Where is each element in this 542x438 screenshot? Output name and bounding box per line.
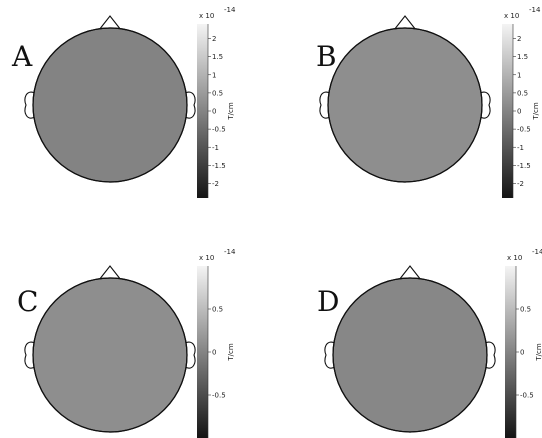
colorbar-tick-label: -1 (517, 144, 524, 152)
panel-label-b: B (316, 40, 337, 73)
head-map-d (332, 277, 488, 433)
panel-c: C 0.5 0 -0.5 x 10 -14 T/cm (17, 248, 236, 438)
ear-left-b (319, 91, 331, 119)
colorbar-tick-label: 0.5 (520, 306, 531, 314)
colorbar-exponent-b: x 10 (504, 12, 519, 20)
ear-left-c (24, 341, 36, 369)
colorbar-tick-label: 1.5 (212, 53, 223, 61)
colorbar-exponent-power-d: -14 (532, 248, 542, 256)
colorbar-tick-label: -0.5 (212, 392, 226, 400)
colorbar-a (197, 24, 208, 198)
head-outline-c (32, 277, 188, 433)
colorbar-tick-label: -1 (212, 144, 219, 152)
colorbar-tick-label: 1.5 (517, 53, 528, 61)
colorbar-tick-label: 1 (212, 71, 216, 79)
head-map-c (32, 277, 188, 433)
panel-label-c: C (17, 285, 38, 318)
colorbar-c (197, 266, 208, 438)
head-outline-b (327, 27, 483, 183)
ear-left-a (24, 91, 36, 119)
ear-left-d (324, 341, 336, 369)
nose-a (98, 15, 122, 31)
panel-d: D 0.5 0 -0.5 x 10 -14 T/cm (317, 248, 542, 438)
colorbar-tick-label: -2 (212, 180, 219, 188)
head-outline-a (32, 27, 188, 183)
colorbar-tick-label: 0.5 (517, 89, 528, 97)
colorbar-tick-label: -0.5 (520, 392, 534, 400)
colorbar-exponent-a: x 10 (199, 12, 214, 20)
ear-right-b (479, 91, 491, 119)
colorbar-tick-label: -0.5 (517, 126, 531, 134)
colorbar-tick-label: 2 (212, 35, 216, 43)
colorbar-unit-c: T/cm (227, 343, 235, 361)
panel-label-d: D (317, 285, 339, 318)
colorbar-tick-label: -0.5 (212, 126, 226, 134)
colorbar-exponent-power-c: -14 (224, 248, 236, 256)
colorbar-tick-label: 0 (517, 108, 521, 116)
colorbar-exponent-power-a: -14 (224, 6, 236, 14)
head-outline-d (332, 277, 488, 433)
ear-right-a (184, 91, 196, 119)
colorbar-tick-label: -1.5 (517, 162, 531, 170)
colorbar-tick-label: 2 (517, 35, 521, 43)
head-map-a (32, 27, 188, 183)
colorbar-exponent-c: x 10 (199, 254, 214, 262)
colorbar-tick-label: 0.5 (212, 306, 223, 314)
nose-c (98, 265, 122, 281)
nose-d (398, 265, 422, 281)
colorbar-tick-label: -1.5 (212, 162, 226, 170)
colorbar-tick-label: 0 (212, 108, 216, 116)
nose-b (393, 15, 417, 31)
colorbar-unit-d: T/cm (535, 343, 542, 361)
colorbar-d (505, 266, 516, 438)
colorbar-unit-a: T/cm (227, 102, 235, 120)
colorbar-exponent-power-b: -14 (529, 6, 541, 14)
colorbar-unit-b: T/cm (532, 102, 540, 120)
ear-right-d (484, 341, 496, 369)
colorbar-tick-label: 0 (212, 349, 216, 357)
panel-a: A 2 1.5 1 0.5 0 -0.5 -1 -1.5 -2 x 10 -14 T/cm (11, 6, 236, 198)
colorbar-tick-label: 0.5 (212, 89, 223, 97)
colorbar-tick-label: 1 (517, 71, 521, 79)
ear-right-c (184, 341, 196, 369)
panel-label-a: A (11, 40, 33, 73)
colorbar-exponent-d: x 10 (507, 254, 522, 262)
colorbar-b (502, 24, 513, 198)
head-map-b (327, 27, 483, 183)
colorbar-tick-label: -2 (517, 180, 524, 188)
panel-b: B 2 1.5 1 0.5 0 -0.5 -1 -1.5 -2 x 10 -14 T/cm (316, 6, 541, 198)
colorbar-tick-label: 0 (520, 349, 524, 357)
